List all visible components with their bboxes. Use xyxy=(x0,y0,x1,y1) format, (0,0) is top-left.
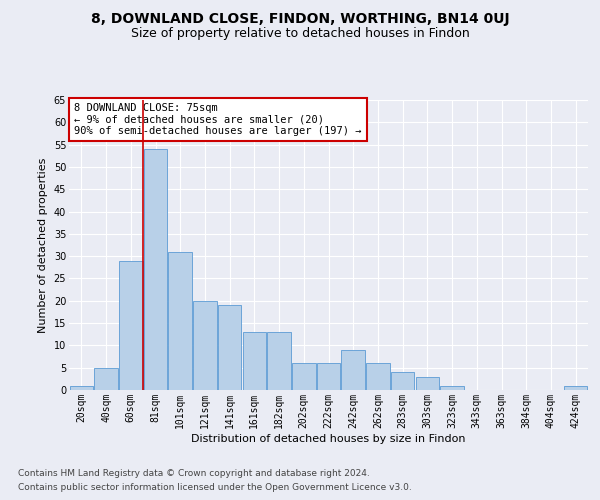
Text: 8, DOWNLAND CLOSE, FINDON, WORTHING, BN14 0UJ: 8, DOWNLAND CLOSE, FINDON, WORTHING, BN1… xyxy=(91,12,509,26)
Bar xyxy=(391,372,415,390)
Bar xyxy=(242,332,266,390)
Bar xyxy=(317,363,340,390)
Bar xyxy=(341,350,365,390)
Bar xyxy=(440,386,464,390)
Bar xyxy=(268,332,291,390)
Text: 8 DOWNLAND CLOSE: 75sqm
← 9% of detached houses are smaller (20)
90% of semi-det: 8 DOWNLAND CLOSE: 75sqm ← 9% of detached… xyxy=(74,103,362,136)
Bar xyxy=(218,305,241,390)
Bar xyxy=(169,252,192,390)
X-axis label: Distribution of detached houses by size in Findon: Distribution of detached houses by size … xyxy=(191,434,466,444)
Bar xyxy=(94,368,118,390)
Bar xyxy=(416,376,439,390)
Bar xyxy=(70,386,93,390)
Bar xyxy=(292,363,316,390)
Bar xyxy=(119,260,143,390)
Bar xyxy=(564,386,587,390)
Bar xyxy=(366,363,389,390)
Text: Contains public sector information licensed under the Open Government Licence v3: Contains public sector information licen… xyxy=(18,484,412,492)
Text: Size of property relative to detached houses in Findon: Size of property relative to detached ho… xyxy=(131,28,469,40)
Bar xyxy=(144,149,167,390)
Y-axis label: Number of detached properties: Number of detached properties xyxy=(38,158,48,332)
Bar xyxy=(193,301,217,390)
Text: Contains HM Land Registry data © Crown copyright and database right 2024.: Contains HM Land Registry data © Crown c… xyxy=(18,468,370,477)
